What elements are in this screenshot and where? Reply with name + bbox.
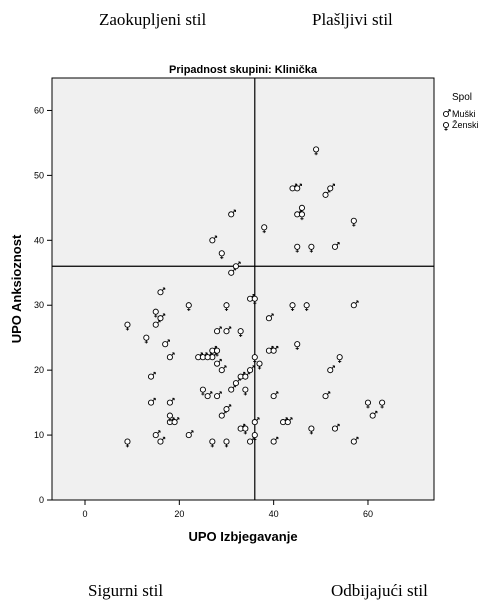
data-point-female [242,425,249,435]
data-point-male [223,404,232,413]
y-tick-label: 50 [34,170,44,180]
data-point-female [143,334,150,344]
data-point-female [124,321,131,331]
data-point-female [251,432,258,441]
data-point-male [157,436,166,445]
quadrant-label-top-right: Plašljivi stil [312,10,393,29]
y-tick-label: 0 [39,495,44,505]
data-point-female [261,224,268,234]
data-point-female [223,302,230,312]
data-point-female [256,360,263,370]
data-point-male [214,326,222,335]
data-point-male [214,391,222,400]
data-point-female [209,438,216,448]
legend-symbol-male [442,109,451,118]
data-point-female [298,211,306,221]
data-point-male [331,423,340,432]
legend-title: Spol [452,92,472,103]
data-point-male [204,391,213,400]
x-tick-label: 20 [174,509,184,519]
data-point-female [237,328,244,337]
data-point-male [270,345,279,354]
x-tick-label: 0 [83,509,88,519]
data-point-female [251,295,258,305]
data-point-male [294,183,302,192]
data-point-male [265,313,274,322]
legend-entry-label: Muški [452,109,476,119]
data-point-female [294,243,301,253]
y-tick-label: 40 [34,235,44,245]
data-point-male [171,417,180,426]
data-point-male [322,190,331,198]
data-point-male [166,397,175,406]
data-point-male [147,397,156,406]
data-point-male [284,417,293,426]
data-point-female [336,354,343,363]
data-point-female [166,412,173,422]
data-point-female [152,308,159,318]
data-point-female [308,243,315,253]
data-point-male [270,391,279,400]
x-axis-label: UPO Izbjegavanje [188,529,297,544]
data-point-male [157,287,166,296]
data-point-female [308,425,315,435]
legend-entry-label: Ženski [452,120,479,130]
legend-symbol-female [442,121,450,131]
data-point-male [228,209,236,218]
quadrant-label-top-left: Zaokupljeni stil [99,10,207,29]
data-point-male [218,365,227,374]
data-point-female [294,341,301,350]
data-point-female [350,217,357,227]
data-point-female [199,386,206,396]
data-point-male [166,352,175,361]
quadrant-label-bottom-right: Odbijajući stil [331,581,428,600]
data-point-male [350,436,359,445]
data-point-male [152,319,161,328]
data-point-male [209,235,218,244]
chart-title: Pripadnost skupini: Klinička [169,64,318,76]
data-point-female [379,399,386,409]
data-point-female [303,302,310,312]
data-point-female [124,438,131,448]
data-point-male [223,326,232,335]
data-point-female [223,438,230,448]
data-point-male [322,391,331,400]
data-point-male [247,365,255,374]
data-point-female [185,302,192,312]
data-point-male [232,261,241,270]
data-point-male [214,358,222,367]
data-point-female [251,354,258,363]
data-point-male [327,183,335,192]
data-point-female [313,146,320,156]
data-point-male [270,436,279,445]
data-point-female [214,347,221,357]
data-point-female [289,302,296,312]
data-point-male [152,430,161,439]
data-point-male [204,352,213,361]
y-tick-label: 10 [34,430,44,440]
x-tick-label: 40 [269,509,279,519]
plot-area [51,77,435,501]
quadrant-label-bottom-left: Sigurni stil [88,581,164,600]
data-point-male [327,365,335,374]
x-tick-label: 60 [363,509,373,519]
data-point-male [331,242,340,250]
data-point-male [350,300,359,309]
data-point-male [147,371,156,380]
data-point-female [218,250,225,260]
data-point-female [364,399,372,409]
data-point-male [369,410,378,419]
data-point-male [185,430,194,439]
data-point-male [162,339,170,348]
y-tick-label: 30 [34,300,44,310]
data-point-male [251,417,260,426]
y-axis-label: UPO Anksioznost [9,234,24,343]
y-tick-label: 60 [34,105,44,115]
y-tick-label: 20 [34,365,44,375]
data-point-female [242,386,249,396]
data-point-male [232,378,241,387]
